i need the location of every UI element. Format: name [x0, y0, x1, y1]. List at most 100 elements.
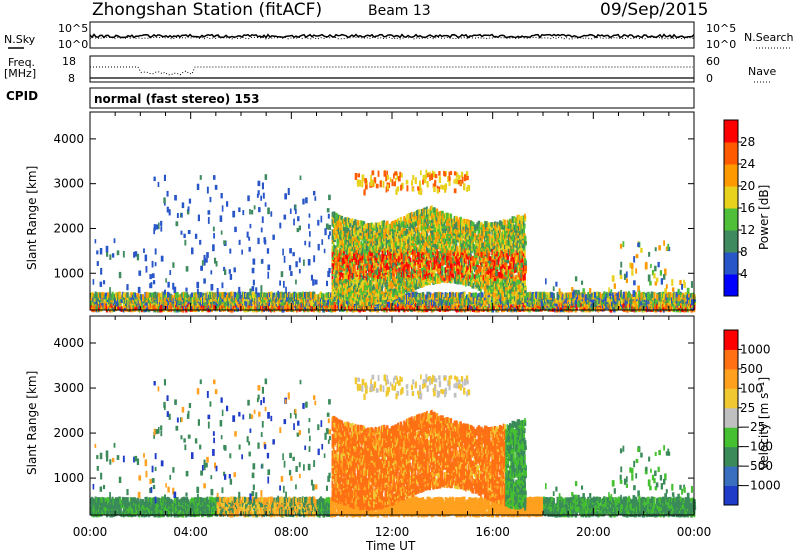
power-cell [196, 281, 200, 289]
power-cell [242, 210, 245, 216]
power-cell [222, 292, 225, 298]
power-cell [103, 280, 106, 285]
power-cell [196, 183, 200, 190]
power-cell [96, 304, 99, 310]
power-cell [212, 244, 215, 252]
power-cell [249, 293, 252, 301]
power-cell [252, 279, 255, 286]
beam-label: Beam 13 [368, 3, 431, 19]
power-cell [283, 214, 287, 220]
power-cell [134, 251, 138, 257]
nsky-trace [89, 33, 695, 39]
power-cell [244, 305, 246, 313]
power-cell [290, 271, 293, 276]
power-cell [314, 196, 317, 201]
power-cell [168, 209, 171, 216]
power-cell [279, 280, 281, 286]
power-cell [317, 219, 320, 226]
power-cell [178, 304, 181, 310]
power-cell [197, 291, 200, 298]
power-cell [139, 300, 142, 306]
power-cell [270, 301, 272, 309]
power-cell [292, 252, 295, 257]
power-cell [213, 292, 216, 298]
cpid-value: normal (fast stereo) 153 [94, 92, 260, 106]
freq-unit-label: [MHz] [4, 67, 36, 80]
power-cell [252, 258, 256, 265]
power-cell [250, 209, 254, 215]
power-cell [298, 257, 301, 263]
power-cell [191, 247, 194, 255]
power-cell [321, 239, 324, 245]
power-cell [309, 231, 311, 237]
power-cell [323, 248, 326, 254]
power-cell [240, 294, 243, 300]
power-cell [157, 304, 160, 310]
power-cell [256, 292, 259, 298]
power-cell [179, 294, 182, 300]
power-cell [90, 304, 92, 310]
noise-traces [89, 33, 695, 40]
power-cell [119, 292, 121, 298]
power-cell [173, 286, 177, 294]
power-cell [299, 175, 302, 180]
power-cell [194, 233, 198, 239]
power-cell [101, 300, 104, 306]
power-cell [95, 292, 98, 298]
power-cell [153, 295, 156, 303]
power-cell [166, 206, 169, 213]
power-cell [155, 224, 159, 230]
power-cell [166, 190, 169, 197]
power-cell [196, 298, 199, 304]
power-cell [113, 238, 116, 244]
power-cell [168, 296, 171, 302]
power-cell [184, 292, 186, 298]
power-cell [293, 218, 295, 226]
power-cell [137, 302, 140, 308]
power-cell [96, 250, 99, 255]
power-cell [329, 231, 331, 236]
power-cell [170, 293, 173, 301]
power-cell [154, 248, 157, 255]
power-cell [257, 190, 260, 196]
power-cell [307, 259, 311, 266]
station-title: Zhongshan Station (fitACF) [92, 0, 322, 20]
power-cell [553, 293, 555, 298]
power-cell [308, 223, 310, 229]
power-cell [97, 292, 100, 298]
power-cell [233, 291, 236, 299]
power-cell [251, 305, 255, 313]
power-cell [216, 292, 219, 297]
power-cell [225, 300, 228, 307]
power-cell [258, 293, 261, 297]
power-cell [283, 280, 285, 288]
power-cell [177, 294, 180, 300]
power-cell [178, 297, 181, 301]
power-cell [134, 292, 137, 298]
power-cell [183, 233, 186, 238]
power-cell [167, 291, 169, 299]
power-cell [237, 302, 240, 308]
power-cell [326, 280, 328, 287]
power-cell [160, 220, 163, 226]
power-cell [248, 236, 251, 241]
power-cell [149, 274, 152, 280]
power-cell [122, 292, 125, 298]
power-cell [237, 291, 240, 299]
power-cell [218, 296, 220, 302]
power-cell [144, 292, 147, 298]
power-cell [481, 292, 484, 298]
power-cell [249, 223, 252, 229]
power-cell [137, 286, 141, 294]
power-cell [187, 230, 191, 235]
power-cell [108, 297, 111, 305]
power-cell [128, 296, 131, 302]
power-cell [409, 257, 412, 263]
noise-left-tick-top: 10^5 [58, 22, 88, 35]
power-cell [165, 292, 168, 298]
power-cell [249, 209, 251, 215]
power-cell [181, 202, 185, 209]
power-cell [96, 261, 99, 266]
power-cell [261, 292, 263, 298]
power-cell [150, 282, 153, 288]
